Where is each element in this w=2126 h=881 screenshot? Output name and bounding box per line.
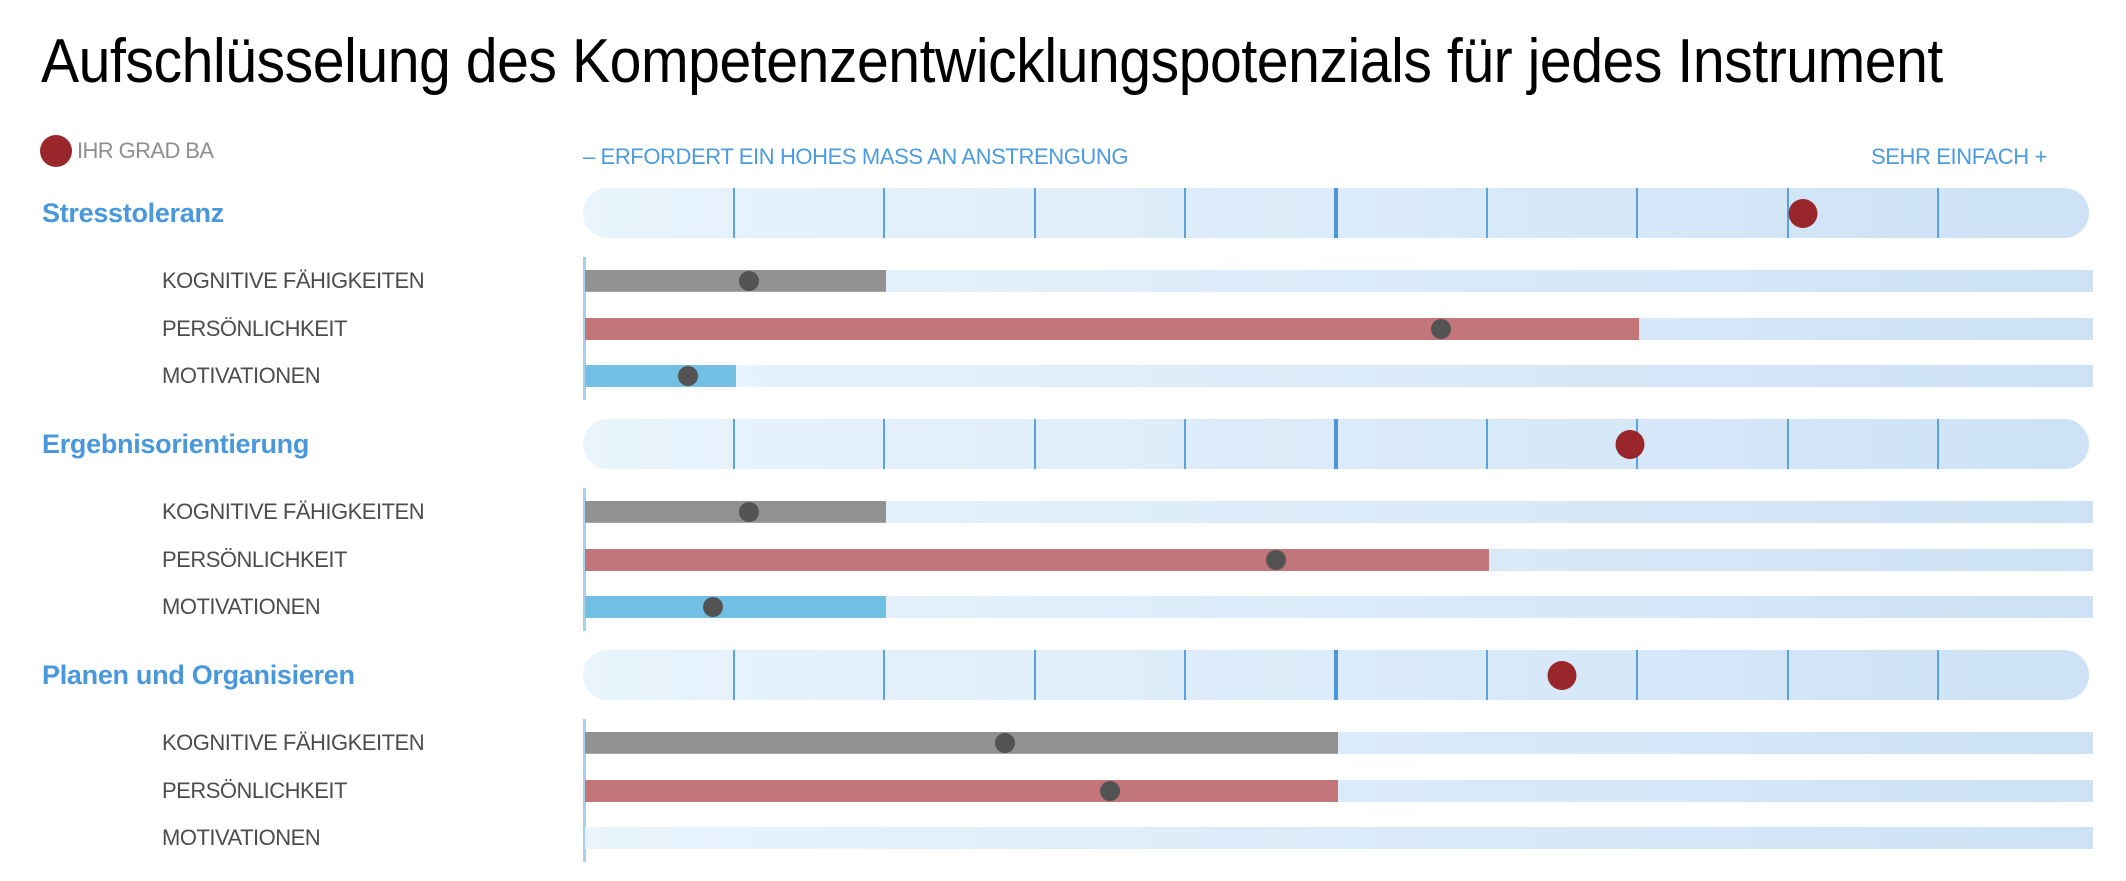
bar-fill-gray bbox=[585, 732, 1338, 754]
bar-background bbox=[585, 596, 2093, 618]
legend-label: IHR GRAD BA bbox=[77, 138, 214, 163]
grid-tick bbox=[1937, 419, 1940, 469]
instrument-row: PERSÖNLICHKEIT bbox=[0, 316, 2126, 341]
instrument-label: PERSÖNLICHKEIT bbox=[162, 316, 347, 341]
grid-tick bbox=[883, 650, 886, 700]
grid-tick bbox=[1786, 419, 1789, 469]
grid-tick bbox=[1786, 188, 1789, 238]
midline-tick bbox=[1334, 188, 1338, 238]
section-2: Planen und Organisieren KOGNITIVE FÄHIGKE… bbox=[0, 650, 2126, 881]
red-dot-icon bbox=[40, 135, 72, 167]
instrument-label: MOTIVATIONEN bbox=[162, 825, 321, 850]
bar-fill-gray bbox=[585, 270, 887, 292]
grid-tick bbox=[732, 650, 735, 700]
instrument-row: PERSÖNLICHKEIT bbox=[0, 547, 2126, 572]
score-track bbox=[583, 188, 2089, 238]
grid-tick bbox=[1033, 188, 1036, 238]
vertical-axis-line bbox=[583, 257, 586, 400]
bar-fill-red bbox=[585, 780, 1338, 802]
grid-tick bbox=[732, 419, 735, 469]
section-1: Ergebnisorientierung KOGNITIVE FÄHIGKEITE… bbox=[0, 419, 2126, 650]
grid-tick bbox=[732, 188, 735, 238]
midline-tick bbox=[1334, 419, 1338, 469]
score-track bbox=[583, 650, 2089, 700]
legend: IHR GRAD BA bbox=[40, 135, 214, 167]
bar-background bbox=[585, 501, 2093, 523]
marker-dot-icon bbox=[738, 271, 759, 291]
instrument-row: MOTIVATIONEN bbox=[0, 825, 2126, 850]
instrument-row: PERSÖNLICHKEIT bbox=[0, 778, 2126, 803]
grid-tick bbox=[1184, 188, 1187, 238]
marker-dot-icon bbox=[738, 502, 759, 522]
grid-tick bbox=[1636, 188, 1639, 238]
instrument-row: KOGNITIVE FÄHIGKEITEN bbox=[0, 730, 2126, 755]
grid-tick bbox=[1937, 650, 1940, 700]
grid-tick bbox=[883, 419, 886, 469]
axis-label-right: SEHR EINFACH + bbox=[1871, 144, 2047, 169]
marker-dot-icon bbox=[702, 597, 723, 617]
bar-background bbox=[585, 270, 2093, 292]
grid-tick bbox=[1636, 650, 1639, 700]
score-dot-icon bbox=[1547, 661, 1577, 690]
grid-tick bbox=[1184, 650, 1187, 700]
vertical-axis-line bbox=[583, 488, 586, 631]
bar-fill-red bbox=[585, 318, 1640, 340]
instrument-label: KOGNITIVE FÄHIGKEITEN bbox=[162, 268, 425, 293]
score-dot-icon bbox=[1615, 430, 1645, 459]
bar-background bbox=[585, 365, 2093, 387]
instrument-label: PERSÖNLICHKEIT bbox=[162, 778, 347, 803]
instrument-label: MOTIVATIONEN bbox=[162, 594, 321, 619]
marker-dot-icon bbox=[994, 733, 1015, 753]
midline-tick bbox=[1334, 650, 1338, 700]
grid-tick bbox=[1033, 419, 1036, 469]
instrument-label: MOTIVATIONEN bbox=[162, 363, 321, 388]
grid-tick bbox=[1786, 650, 1789, 700]
bar-fill-blue bbox=[585, 596, 887, 618]
bar-background bbox=[585, 827, 2093, 849]
marker-dot-icon bbox=[678, 366, 699, 386]
grid-tick bbox=[1184, 419, 1187, 469]
grid-tick bbox=[1485, 419, 1488, 469]
grid-tick bbox=[1937, 188, 1940, 238]
grid-tick bbox=[1033, 650, 1036, 700]
score-track bbox=[583, 419, 2089, 469]
instrument-row: MOTIVATIONEN bbox=[0, 594, 2126, 619]
axis-label-left: – ERFORDERT EIN HOHES MASS AN ANSTRENGUN… bbox=[583, 144, 1129, 169]
instrument-label: KOGNITIVE FÄHIGKEITEN bbox=[162, 730, 425, 755]
marker-dot-icon bbox=[1100, 781, 1121, 801]
section-title: Ergebnisorientierung bbox=[42, 429, 310, 459]
instrument-row: KOGNITIVE FÄHIGKEITEN bbox=[0, 499, 2126, 524]
instrument-row: KOGNITIVE FÄHIGKEITEN bbox=[0, 268, 2126, 293]
page-title: Aufschlüsselung des Kompetenzentwicklung… bbox=[41, 27, 1943, 96]
grid-tick bbox=[1485, 650, 1488, 700]
vertical-axis-line bbox=[583, 719, 586, 862]
instrument-label: PERSÖNLICHKEIT bbox=[162, 547, 347, 572]
grid-tick bbox=[1485, 188, 1488, 238]
marker-dot-icon bbox=[1431, 319, 1452, 339]
section-title: Stresstoleranz bbox=[42, 198, 224, 228]
section-title: Planen und Organisieren bbox=[42, 660, 355, 690]
bar-fill-gray bbox=[585, 501, 887, 523]
score-dot-icon bbox=[1788, 199, 1818, 228]
bar-fill-red bbox=[585, 549, 1489, 571]
marker-dot-icon bbox=[1265, 550, 1286, 570]
instrument-label: KOGNITIVE FÄHIGKEITEN bbox=[162, 499, 425, 524]
bar-fill-blue bbox=[585, 365, 736, 387]
instrument-row: MOTIVATIONEN bbox=[0, 363, 2126, 388]
grid-tick bbox=[883, 188, 886, 238]
section-0: Stresstoleranz KOGNITIVE FÄHIGKEITEN PERSÖ… bbox=[0, 188, 2126, 419]
